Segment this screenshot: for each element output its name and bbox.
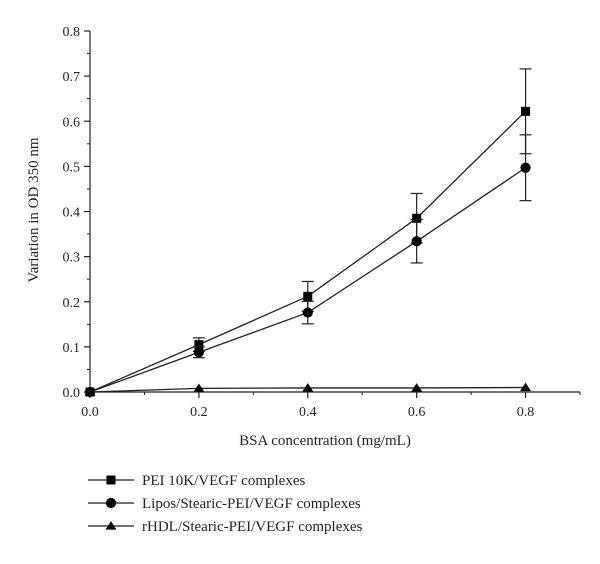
y-tick-label: 0.0 bbox=[63, 386, 81, 401]
legend-marker bbox=[105, 521, 117, 530]
x-tick-label: 0.8 bbox=[517, 405, 535, 420]
x-tick-label: 0.4 bbox=[299, 405, 317, 420]
series-line bbox=[89, 110, 527, 393]
series-square bbox=[85, 68, 532, 397]
legend-marker bbox=[105, 497, 117, 509]
legend-label: Lipos/Stearic-PEI/VEGF complexes bbox=[142, 496, 361, 512]
data-point bbox=[411, 236, 422, 247]
legend-label: rHDL/Stearic-PEI/VEGF complexes bbox=[142, 519, 363, 535]
data-point bbox=[411, 383, 423, 392]
legend-item: rHDL/Stearic-PEI/VEGF complexes bbox=[88, 519, 363, 535]
y-tick-label: 0.2 bbox=[63, 296, 81, 311]
axes: 0.0 0.1 0.2 0.3 0.4 0.5 0.6 0.7 0.8 0.0 0.2 0.4 0.6 0… bbox=[63, 25, 581, 420]
x-tick-label: 0.6 bbox=[408, 405, 426, 420]
series-line bbox=[89, 167, 526, 393]
legend-marker bbox=[106, 475, 116, 485]
series-circle bbox=[84, 134, 532, 398]
x-tick-label: 0.0 bbox=[81, 405, 99, 420]
data-point bbox=[193, 383, 205, 393]
y-axis-label: Variation in OD 350 nm bbox=[26, 137, 42, 282]
plot-area bbox=[84, 68, 532, 398]
data-point bbox=[520, 162, 531, 173]
data-point bbox=[84, 387, 96, 396]
data-point bbox=[303, 291, 313, 301]
data-point bbox=[194, 340, 204, 350]
data-point bbox=[193, 347, 204, 358]
y-tick-label: 0.4 bbox=[63, 206, 81, 221]
data-point bbox=[412, 213, 422, 223]
y-tick-label: 0.1 bbox=[63, 341, 81, 356]
y-tick-label: 0.5 bbox=[63, 160, 81, 175]
legend-label: PEI 10K/VEGF complexes bbox=[142, 473, 305, 489]
y-tick-label: 0.3 bbox=[63, 251, 81, 266]
data-point bbox=[302, 307, 313, 318]
y-tick-label: 0.6 bbox=[63, 115, 81, 130]
x-tick-label: 0.2 bbox=[190, 405, 208, 420]
series-triangle bbox=[84, 382, 532, 396]
data-point bbox=[520, 382, 532, 392]
y-tick-label: 0.8 bbox=[63, 25, 81, 40]
data-point bbox=[521, 106, 531, 116]
legend: PEI 10K/VEGF complexes Lipos/Stearic-PEI/… bbox=[88, 473, 363, 535]
y-tick-label: 0.7 bbox=[63, 70, 81, 85]
legend-item: Lipos/Stearic-PEI/VEGF complexes bbox=[88, 496, 361, 512]
data-point bbox=[302, 383, 314, 392]
x-axis-label: BSA concentration (mg/mL) bbox=[239, 433, 411, 449]
legend-item: PEI 10K/VEGF complexes bbox=[88, 473, 305, 489]
